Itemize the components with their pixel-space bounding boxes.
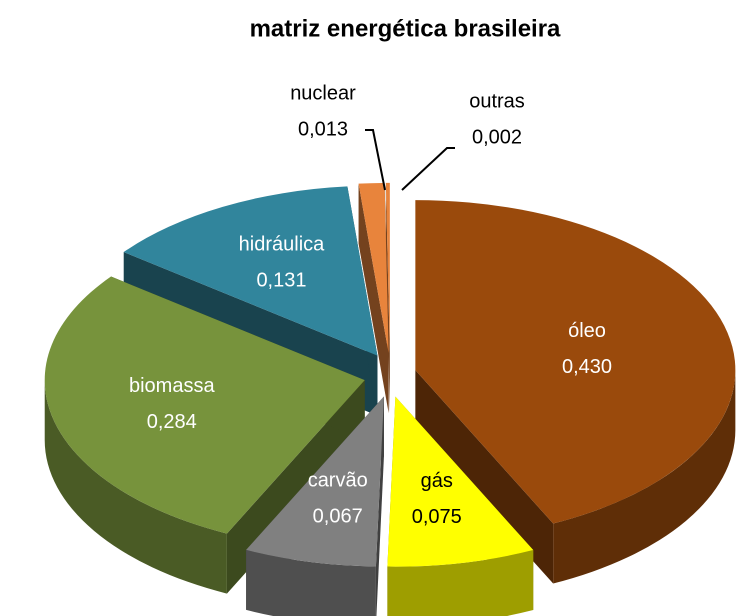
slice [246,396,384,616]
slice-side [44,380,227,594]
data-label-name: nuclear [290,82,356,104]
slice-side [385,182,390,413]
slice-top [385,182,390,353]
data-label-value: 0,430 [562,356,612,378]
slice-top [44,276,365,534]
slice-top [387,396,534,567]
data-label-name: outras [469,90,525,112]
slice-side [358,183,389,413]
slice-side [415,370,554,584]
data-label-value: 0,013 [298,118,348,140]
slice [415,200,736,584]
slice [387,396,534,616]
leader-line [365,129,386,191]
slice-top [415,200,736,524]
data-label-value: 0,002 [472,126,522,148]
data-label-name: biomassa [129,375,215,397]
slice-side [553,370,736,584]
data-label-name: óleo [568,320,606,342]
leader-line [401,147,455,191]
data-label-value: 0,131 [256,270,306,292]
data-label-value: 0,075 [412,506,462,528]
chart-title: matriz energética brasileira [250,15,561,42]
slice-top [358,182,389,353]
slice [385,182,390,413]
data-label-name: gás [421,470,453,492]
slice-top [246,396,384,567]
slice-top [123,186,378,356]
data-label-name: carvão [308,469,368,491]
slice [358,182,389,413]
data-label-name: hidráulica [239,234,325,256]
slice-side [246,549,376,616]
data-label-value: 0,284 [147,411,197,433]
data-label-value: 0,067 [313,505,363,527]
slice-side [387,550,534,616]
